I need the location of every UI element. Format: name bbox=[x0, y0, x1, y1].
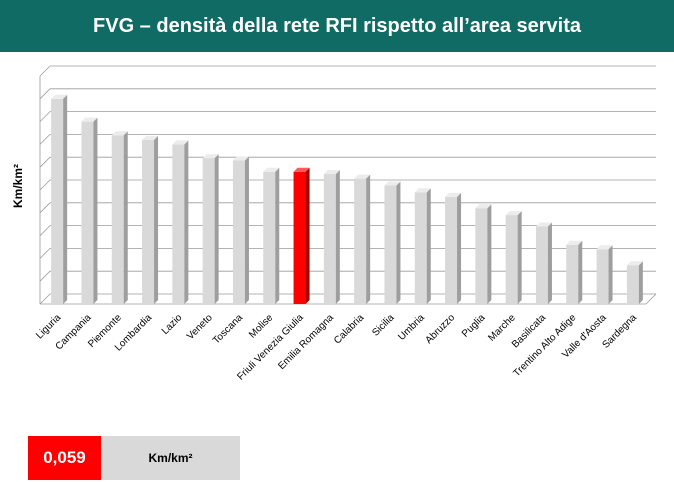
bar-side bbox=[638, 261, 643, 304]
bar bbox=[535, 226, 548, 304]
gridline-side bbox=[39, 293, 51, 305]
bar-top bbox=[81, 117, 98, 122]
unit-label: Km/km² bbox=[101, 436, 240, 480]
gridline-side bbox=[39, 225, 51, 236]
bar-side bbox=[457, 192, 462, 304]
bar-side bbox=[335, 170, 340, 304]
bar-top bbox=[172, 140, 189, 145]
bar bbox=[414, 192, 427, 304]
x-tick-label: Lazio bbox=[160, 312, 185, 337]
bar bbox=[384, 185, 397, 304]
gridline-side bbox=[39, 65, 51, 77]
x-tick-label: Puglia bbox=[460, 312, 488, 340]
title-banner: FVG – densità della rete RFI rispetto al… bbox=[0, 0, 674, 52]
bar-side bbox=[184, 140, 189, 304]
x-tick-label: Emilia Romagna bbox=[276, 312, 336, 372]
bar-side bbox=[366, 174, 371, 304]
bar-top bbox=[566, 240, 583, 245]
gridline-side bbox=[39, 179, 51, 191]
bar-side bbox=[275, 167, 280, 304]
gridline-side bbox=[39, 111, 51, 122]
bar-top bbox=[475, 204, 492, 209]
bar-side bbox=[93, 117, 98, 304]
gridline-side bbox=[39, 202, 51, 214]
gridline-side bbox=[39, 270, 51, 282]
bar bbox=[293, 171, 306, 304]
bar bbox=[475, 208, 488, 304]
bar-top bbox=[202, 154, 219, 159]
bar-side bbox=[63, 94, 68, 304]
bar-top bbox=[51, 94, 68, 99]
bar bbox=[172, 144, 185, 304]
bar-top bbox=[535, 222, 552, 227]
bar bbox=[626, 265, 639, 304]
bar bbox=[354, 178, 367, 304]
bar bbox=[445, 196, 458, 304]
bar-side bbox=[244, 156, 249, 304]
chart-title: FVG – densità della rete RFI rispetto al… bbox=[93, 14, 581, 37]
bar-top bbox=[232, 156, 249, 161]
gridline-side bbox=[39, 156, 51, 168]
bar-side bbox=[123, 131, 128, 304]
x-tick-label: Sicilia bbox=[370, 312, 397, 339]
bar bbox=[142, 139, 155, 304]
x-tick-label: Abruzzo bbox=[423, 312, 457, 346]
bar-side bbox=[608, 245, 613, 304]
bar-top bbox=[384, 181, 401, 186]
bar-top bbox=[596, 245, 613, 250]
bar bbox=[505, 215, 518, 304]
bar-top bbox=[111, 131, 128, 136]
bar-side bbox=[578, 240, 583, 304]
bar bbox=[232, 160, 245, 304]
bar-side bbox=[214, 154, 219, 304]
bar bbox=[323, 174, 336, 304]
x-tick-label: Calabria bbox=[332, 312, 366, 346]
bar-top bbox=[445, 192, 462, 197]
bar-side bbox=[547, 222, 552, 304]
bar-top bbox=[414, 188, 431, 193]
bar-side bbox=[517, 211, 522, 304]
bar bbox=[202, 158, 215, 304]
bar-top bbox=[293, 167, 310, 172]
bar-side bbox=[396, 181, 401, 304]
gridline-side bbox=[39, 134, 51, 145]
bar bbox=[111, 135, 124, 304]
x-tick-label: Liguria bbox=[34, 312, 63, 341]
y-axis-label: Km/km² bbox=[11, 164, 25, 208]
bar bbox=[51, 98, 64, 304]
bar-side bbox=[487, 204, 492, 304]
bar-top bbox=[323, 170, 340, 175]
x-tick-label: Toscana bbox=[211, 312, 245, 346]
bar bbox=[566, 244, 579, 304]
bar bbox=[596, 249, 609, 304]
bar-top bbox=[142, 135, 159, 140]
gridline-side bbox=[39, 248, 51, 259]
bar bbox=[263, 171, 276, 304]
x-tick-label: Veneto bbox=[185, 312, 215, 342]
x-tick-label: Molise bbox=[247, 312, 276, 341]
bar bbox=[81, 121, 94, 304]
bar-top bbox=[354, 174, 371, 179]
fvg-value: 0,059 bbox=[28, 436, 101, 480]
bar-side bbox=[154, 135, 159, 304]
bar-top bbox=[505, 211, 522, 216]
gridline-side bbox=[39, 88, 51, 100]
bar-top bbox=[263, 167, 280, 172]
summary-box: 0,059 Km/km² bbox=[28, 436, 240, 480]
bar-side bbox=[305, 167, 310, 304]
bar-top bbox=[626, 261, 643, 266]
x-axis-side bbox=[645, 293, 657, 305]
bar-side bbox=[426, 188, 431, 304]
